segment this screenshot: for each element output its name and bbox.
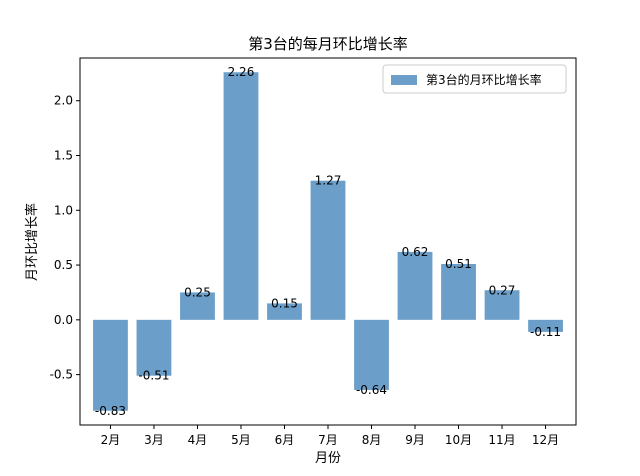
x-tick-label: 3月	[144, 433, 164, 447]
y-tick-label: 1.5	[54, 149, 73, 163]
x-tick-label: 4月	[188, 433, 208, 447]
data-label: -0.64	[356, 383, 387, 397]
bar-1	[93, 319, 128, 411]
x-axis-label: 月份	[315, 451, 341, 466]
data-label: 1.27	[315, 174, 342, 188]
bar-5	[267, 303, 302, 320]
x-tick-label: 7月	[318, 433, 338, 447]
bar-3	[180, 292, 215, 320]
legend-box	[382, 64, 567, 94]
x-tick-label: 8月	[362, 433, 382, 447]
legend-swatch	[391, 75, 417, 85]
bar-2	[136, 319, 172, 376]
x-tick-label: 5月	[231, 433, 251, 447]
chart-title: 第3台的每月环比增长率	[248, 35, 408, 53]
data-label: -0.51	[138, 369, 169, 383]
data-label: -0.83	[95, 404, 126, 418]
bar-4	[223, 72, 259, 320]
x-tick-label: 9月	[405, 433, 425, 447]
y-axis-label: 月环比增长率	[24, 203, 40, 281]
data-label: 0.15	[271, 296, 298, 310]
bar-10	[484, 290, 520, 320]
data-label: 0.25	[184, 285, 211, 299]
x-tick-label: 10月	[445, 433, 472, 447]
data-label: 2.26	[228, 65, 255, 79]
bar-8	[397, 251, 433, 320]
data-label: -0.11	[530, 325, 561, 339]
data-label: 0.51	[445, 257, 472, 271]
x-tick-label: 2月	[101, 433, 121, 447]
bar-7	[354, 319, 389, 390]
y-tick-label: -0.5	[50, 368, 73, 382]
y-tick-label: 0.5	[54, 258, 73, 272]
x-tick-label: 12月	[532, 433, 559, 447]
legend-label: 第3台的月环比增长率	[426, 72, 542, 87]
data-label: 0.27	[489, 283, 516, 297]
y-tick-label: 2.0	[54, 94, 73, 108]
y-tick-label: 1.0	[54, 203, 73, 217]
y-tick-label: 0.0	[54, 313, 73, 327]
x-tick-label: 6月	[275, 433, 295, 447]
data-label: 0.62	[402, 245, 429, 259]
bar-11	[528, 319, 563, 332]
legend: 第3台的月环比增长率	[382, 64, 567, 94]
bar-6	[310, 180, 346, 320]
bar-9	[441, 263, 476, 320]
x-tick-label: 11月	[488, 433, 515, 447]
